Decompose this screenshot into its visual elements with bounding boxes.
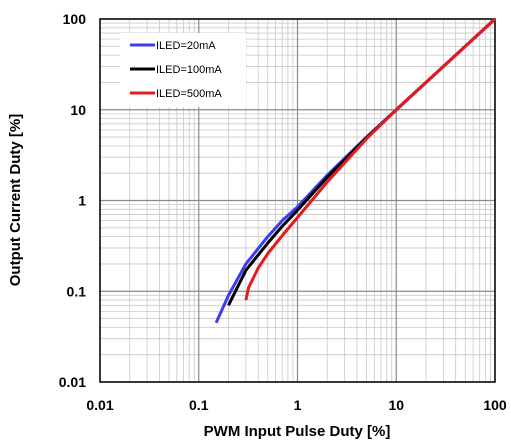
x-axis-title: PWM Input Pulse Duty [%] [204,423,391,440]
x-tick-label: 10 [388,397,404,413]
legend: ILED=20mA ILED=100mA ILED=500mA [120,33,246,107]
x-tick-labels: 0.01 0.1 1 10 100 [86,397,507,413]
y-axis-title: Output Current Duty [%] [7,114,24,286]
y-tick-label: 0.01 [59,374,86,390]
x-tick-label: 1 [294,397,302,413]
x-tick-label: 0.01 [86,397,113,413]
y-tick-labels: 0.01 0.1 1 10 100 [59,11,86,390]
legend-label: ILED=100mA [156,64,222,76]
x-tick-label: 100 [483,397,507,413]
series-line-iled-500ma [244,17,497,301]
x-tick-label: 0.1 [189,397,209,413]
plot-border [99,18,496,383]
y-tick-label: 10 [70,102,86,118]
legend-label: ILED=500mA [156,88,222,100]
legend-label: ILED=20mA [156,40,216,52]
series-layer [214,17,497,324]
y-tick-label: 0.1 [67,283,87,299]
y-tick-label: 1 [78,193,86,209]
y-tick-label: 100 [63,11,87,27]
